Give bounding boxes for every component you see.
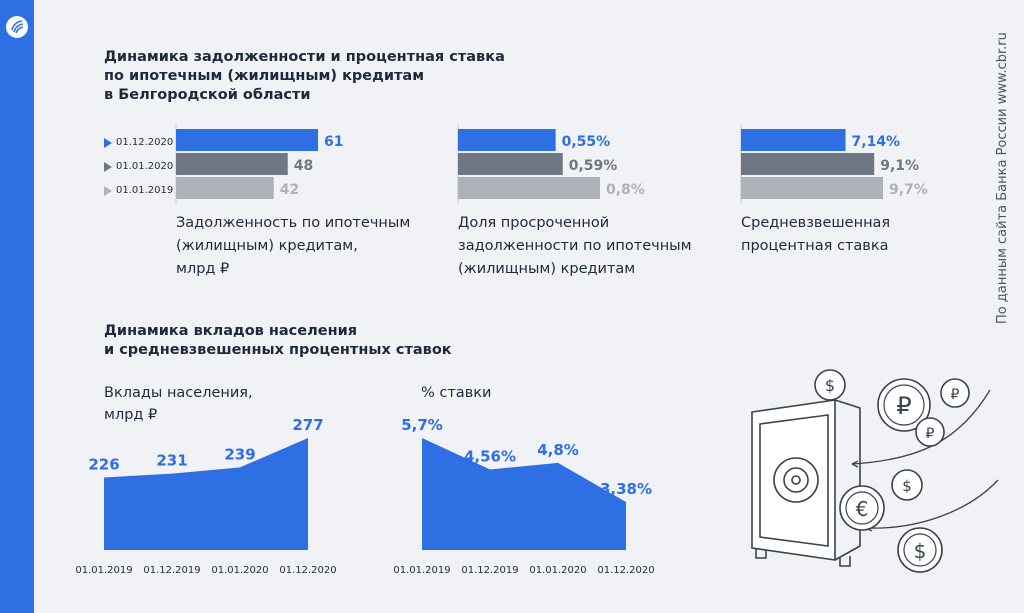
area-chart-rates-svg: 5,7% 01.01.2019 4,56% 01.12.2019 4,8% 01.01.2… (393, 416, 654, 576)
bar-2 (176, 177, 274, 199)
bar-1 (458, 153, 563, 175)
bar-chart-rate-svg: 7,14% 9,1% 9,7% (740, 125, 928, 203)
bar-chart-debt-svg: 61 48 42 (175, 125, 343, 203)
legend-item-2020-01: 01.01.2020 (104, 161, 173, 172)
triangle-marker-icon (104, 161, 112, 172)
svg-text:$: $ (902, 477, 912, 495)
bar-chart-overdue: 0,55% 0,59% 0,8% (457, 125, 698, 205)
bar-1 (176, 153, 288, 175)
bar-chart-debt: 61 48 42 (175, 125, 416, 205)
ruble-coin-small-icon: ₽ (940, 378, 970, 408)
svg-text:€: € (856, 497, 869, 521)
safe-and-coins-illustration: $ ₽ ₽ ₽ $ € $ (740, 360, 1010, 590)
area-value-label: 4,56% (464, 447, 516, 465)
ruble-coin-icon: ₽ (877, 378, 931, 432)
area-chart-rates: 5,7% 01.01.2019 4,56% 01.12.2019 4,8% 01.01.2… (393, 416, 668, 584)
area-value-label: 4,8% (537, 441, 579, 459)
bar-value-label: 9,1% (880, 158, 919, 174)
x-tick-label: 01.01.2019 (393, 565, 450, 576)
svg-text:₽: ₽ (926, 426, 935, 442)
dollar-coin-small-icon: $ (891, 469, 923, 501)
triangle-marker-icon (104, 185, 112, 196)
bar-0 (176, 129, 318, 151)
area-value-label: 226 (88, 455, 119, 473)
bar-value-label: 42 (280, 182, 299, 198)
x-tick-label: 01.01.2020 (529, 565, 586, 576)
x-tick-label: 01.01.2019 (75, 565, 132, 576)
bar-value-label: 48 (294, 158, 313, 174)
bar-1 (741, 153, 875, 175)
x-tick-label: 01.12.2019 (461, 565, 518, 576)
source-note: По данным сайта Банка России www.cbr.ru (995, 32, 1010, 324)
svg-text:$: $ (914, 539, 927, 563)
area-fill (104, 438, 308, 550)
area-value-label: 239 (224, 445, 255, 463)
chart-title-debt: Задолженность по ипотечным (жилищным) кр… (176, 215, 411, 277)
area-value-label: 3,38% (600, 480, 652, 498)
chart-title-rates: % ставки (421, 385, 492, 401)
section-title-mortgage: Динамика задолженности и процентная став… (104, 49, 505, 103)
x-tick-label: 01.01.2020 (211, 565, 268, 576)
chart-title-deposits: Вклады населения, млрд ₽ (104, 385, 253, 423)
svg-text:₽: ₽ (951, 387, 960, 403)
svg-text:₽: ₽ (896, 392, 911, 420)
legend-label: 01.01.2020 (116, 161, 174, 172)
bar-value-label: 7,14% (852, 134, 901, 150)
safe-icon (751, 399, 861, 567)
chart-title-rate: Средневзвешенная процентная ставка (741, 215, 891, 254)
triangle-marker-icon (104, 137, 112, 148)
bar-2 (458, 177, 600, 199)
area-value-label: 231 (156, 452, 187, 470)
x-tick-label: 01.12.2019 (143, 565, 200, 576)
dollar-coin-large-icon: $ (897, 527, 943, 573)
legend-item-2020-12: 01.12.2020 (104, 137, 173, 148)
bar-value-label: 0,55% (562, 134, 611, 150)
legend-label: 01.12.2020 (116, 137, 174, 148)
section-title-deposits: Динамика вкладов населения и средневзвеш… (104, 323, 452, 358)
bar-value-label: 9,7% (889, 182, 928, 198)
area-chart-deposits: 226 01.01.2019 231 01.12.2019 239 01.01.2020 2… (75, 416, 350, 584)
bar-value-label: 61 (324, 134, 343, 150)
bar-chart-overdue-svg: 0,55% 0,59% 0,8% (457, 125, 645, 203)
x-tick-label: 01.12.2020 (597, 565, 654, 576)
area-fill (422, 438, 626, 550)
x-tick-label: 01.12.2020 (279, 565, 336, 576)
svg-text:$: $ (825, 376, 835, 395)
legend-item-2019-01: 01.01.2019 (104, 185, 173, 196)
sidebar (0, 0, 34, 613)
ruble-coin-mid-icon: ₽ (915, 417, 945, 447)
bar-chart-rate: 7,14% 9,1% 9,7% (740, 125, 981, 205)
euro-coin-icon: € (839, 485, 885, 531)
bar-2 (741, 177, 883, 199)
legend-label: 01.01.2019 (116, 185, 174, 196)
dollar-coin-icon: $ (814, 369, 846, 401)
bar-value-label: 0,8% (606, 182, 645, 198)
area-chart-deposits-svg: 226 01.01.2019 231 01.12.2019 239 01.01.2020 2… (75, 416, 336, 576)
bank-logo-icon (6, 16, 28, 38)
bar-0 (741, 129, 846, 151)
area-value-label: 277 (292, 416, 323, 434)
area-value-label: 5,7% (401, 416, 443, 434)
bar-0 (458, 129, 556, 151)
bar-value-label: 0,59% (569, 158, 618, 174)
chart-title-overdue: Доля просроченной задолженности по ипоте… (458, 215, 692, 277)
